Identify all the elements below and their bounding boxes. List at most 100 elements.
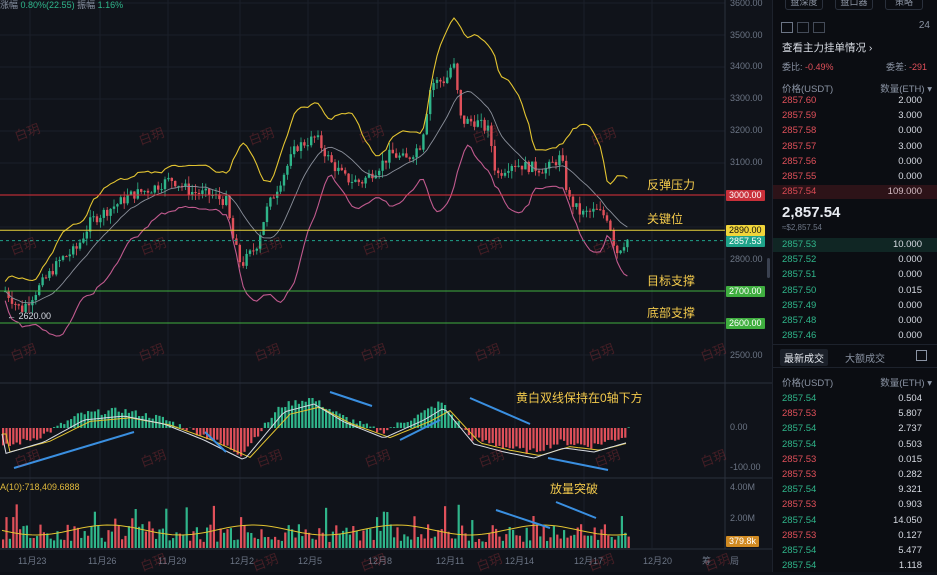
macd-bar <box>311 398 313 428</box>
tab-strategy[interactable]: 策略 <box>885 0 923 10</box>
candle-body <box>239 245 241 262</box>
volume-bar <box>373 540 375 548</box>
layout-icon[interactable] <box>781 22 793 33</box>
macd-bar <box>182 428 184 429</box>
candle-body <box>92 216 94 217</box>
candle-body <box>344 170 346 173</box>
main-orders-link[interactable]: 查看主力挂单情况 › <box>782 40 872 55</box>
volume-bar <box>376 517 378 548</box>
candle-body <box>405 153 407 157</box>
volume-bar <box>352 526 354 548</box>
macd-bar <box>526 428 528 454</box>
candle-body <box>541 173 543 174</box>
vol-tick: 2.00M <box>730 513 755 523</box>
candle-body <box>266 207 268 222</box>
precision-select[interactable]: 24 <box>919 20 930 31</box>
volume-bar <box>257 539 259 548</box>
tab-large-trades[interactable]: 大额成交 <box>845 350 885 365</box>
candle-body <box>62 256 64 260</box>
volume-bar <box>254 538 256 548</box>
price-tick: 3400.00 <box>730 61 763 71</box>
candle-body <box>507 171 509 173</box>
macd-tick: -100.00 <box>730 462 761 472</box>
volume-bar <box>111 532 113 548</box>
volume-bar <box>311 539 313 548</box>
macd-bar <box>308 398 310 428</box>
row-price: 2857.51 <box>782 269 816 280</box>
candle-body <box>317 135 319 137</box>
candle-body <box>300 142 302 151</box>
layout-alt2-icon[interactable] <box>813 22 825 33</box>
candle-body <box>242 262 244 266</box>
macd-bar <box>243 428 245 452</box>
volume-bar <box>475 542 477 548</box>
candle-body <box>453 64 455 68</box>
diff-value: -291 <box>909 62 927 72</box>
macd-bar <box>216 428 218 440</box>
volume-bar <box>53 540 55 548</box>
row-qty: 9.321 <box>898 484 922 495</box>
time-tick: 11月23 <box>18 554 46 567</box>
macd-bar <box>43 428 45 434</box>
candle-body <box>283 175 285 186</box>
tab-depth[interactable]: 盘深度 <box>785 0 823 10</box>
volume-bar <box>46 533 48 548</box>
macd-bar <box>26 428 28 440</box>
volume-bar <box>274 537 276 548</box>
volume-bar <box>383 512 385 548</box>
row-price: 2857.50 <box>782 285 816 296</box>
candle-body <box>225 196 227 205</box>
candle-body <box>582 211 584 215</box>
trade-qty-header[interactable]: 数量(ETH) ▾ <box>880 375 932 389</box>
macd-bar <box>383 428 385 434</box>
top-stats: 涨幅 0.80%(22.55) 振幅 1.16% <box>0 0 123 11</box>
macd-bar <box>488 428 490 443</box>
volume-bar <box>19 529 21 548</box>
annotation-arrow <box>556 502 596 518</box>
candle-body <box>579 203 581 214</box>
tab-latest-trades[interactable]: 最新成交 <box>780 349 828 366</box>
volume-bar <box>186 507 188 548</box>
volume-bar <box>369 529 371 548</box>
chart-scroll-handle[interactable] <box>767 258 770 278</box>
macd-bar <box>376 428 378 432</box>
row-price: 2857.53 <box>782 530 816 541</box>
candle-body <box>419 148 421 149</box>
kline-chart[interactable]: 涨幅 0.80%(22.55) 振幅 1.16% 3600.00 3500.00… <box>0 0 772 572</box>
qty-header[interactable]: 数量(ETH) ▾ <box>880 81 932 95</box>
price-tick: 3200.00 <box>730 125 763 135</box>
tab-orderbook[interactable]: 盘口器 <box>835 0 873 10</box>
candle-body <box>147 191 149 193</box>
macd-bar <box>543 428 545 451</box>
macd-bar <box>152 419 154 428</box>
macd-bar <box>617 428 619 440</box>
candle-body <box>41 277 43 285</box>
layout-alt-icon[interactable] <box>797 22 809 33</box>
candle-body <box>555 162 557 165</box>
macd-bar <box>63 424 65 428</box>
candle-body <box>65 256 67 257</box>
candle-body <box>341 168 343 170</box>
candle-body <box>334 162 336 171</box>
volume-bar <box>315 540 317 548</box>
candle-body <box>592 209 594 212</box>
change-label: 涨幅 <box>0 0 18 10</box>
filter-checkbox[interactable] <box>916 350 927 361</box>
candle-body <box>470 119 472 122</box>
row-price: 2857.57 <box>782 141 816 152</box>
candle-body <box>303 142 305 145</box>
